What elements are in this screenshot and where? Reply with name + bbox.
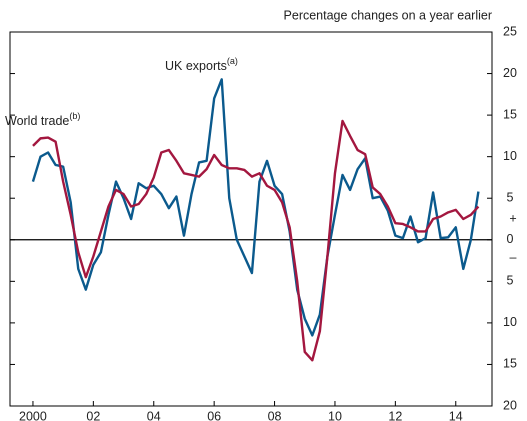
x-tick-label: 04 [147,409,161,421]
x-tick-label: 2000 [19,409,47,421]
x-tick-label: 12 [388,409,402,421]
sign-label: – [510,250,517,264]
x-tick-label: 08 [268,409,282,421]
y-tick-label: 5 [507,191,514,205]
x-tick-label: 14 [449,409,463,421]
chart-subtitle: Percentage changes on a year earlier [284,8,492,22]
series-line [32,119,480,362]
series-label: UK exports(a) [165,56,238,73]
x-tick-label: 02 [86,409,100,421]
plot-frame [9,31,493,407]
x-tick-label: 10 [328,409,342,421]
y-tick-label: 10 [503,149,517,163]
series-label: World trade(b) [5,111,80,128]
y-tick-label: 15 [503,357,517,371]
y-tick-label: 20 [503,66,517,80]
y-tick-label: 15 [503,107,517,121]
y-tick-label: 20 [503,398,517,412]
x-tick-label: 06 [207,409,221,421]
y-tick-label: 25 [503,24,517,38]
y-tick-label: 10 [503,315,517,329]
series-line [31,78,480,337]
sign-label: + [509,211,516,225]
y-tick-label: 5 [507,274,514,288]
y-tick-label: 0 [507,232,514,246]
